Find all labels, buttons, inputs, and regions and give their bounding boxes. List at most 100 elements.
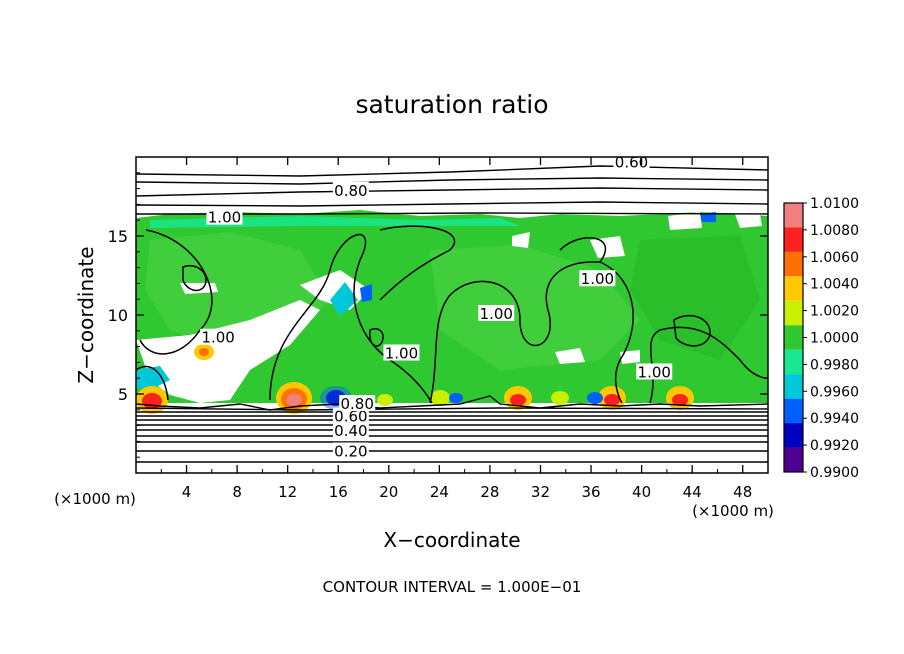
contour-label-bg: [332, 421, 369, 438]
y-axis-ticks: 5 10 15: [108, 172, 768, 458]
bubble-core: [672, 394, 688, 406]
colorbar-label: 1.0040: [810, 277, 859, 293]
contour-label: 0.20: [334, 442, 367, 460]
x-tick-label: 16: [329, 483, 348, 501]
contour-label: 1.00: [201, 329, 234, 347]
plot-area: 0.200.400.600.800.800.601.001.001.001.00…: [135, 153, 769, 473]
colorbar-label: 0.9960: [810, 384, 859, 400]
colorbar-label: 0.9980: [810, 357, 859, 373]
colorbar-swatch: [784, 423, 803, 448]
contour-label: 0.80: [340, 395, 373, 413]
colorbar-swatch: [784, 374, 803, 399]
x-tick-label: 4: [182, 483, 192, 501]
bubble-core: [199, 348, 209, 356]
cold-spot: [449, 393, 463, 403]
colorbar-swatch: [784, 203, 803, 228]
dry-pocket: [136, 300, 320, 403]
colorbar-label: 1.0100: [810, 196, 859, 212]
x-tick-label: 36: [581, 483, 600, 501]
y-tick-label: 10: [108, 306, 128, 325]
x-unit-left: (×1000 m): [54, 490, 136, 508]
x-tick-label: 40: [632, 483, 651, 501]
contour-label-bg: [332, 407, 369, 424]
colorbar-label: 1.0080: [810, 223, 859, 239]
contour-line: [135, 165, 769, 177]
colorbar-swatch: [784, 251, 803, 277]
contour-interval: CONTOUR INTERVAL = 1.000E−01: [323, 578, 582, 596]
contour-line: [369, 328, 384, 347]
dry-pocket: [555, 348, 585, 364]
bubble-core: [604, 394, 620, 406]
contour-line: [139, 229, 213, 355]
contour-line: [599, 261, 634, 404]
bubble-outer: [377, 394, 393, 406]
edge-band: [150, 216, 520, 228]
contour-label: 1.00: [208, 209, 241, 227]
edge-band: [360, 284, 372, 302]
contour-line: [379, 225, 456, 301]
x-tick-label: 32: [531, 483, 550, 501]
colorbar-swatch: [784, 276, 803, 301]
colorbar-swatch: [784, 227, 803, 252]
dry-pocket: [620, 350, 640, 364]
colorbar-label: 0.9920: [810, 438, 859, 454]
contour-line: [559, 237, 607, 263]
contour-label-bg: [579, 270, 616, 287]
chart-title: saturation ratio: [355, 90, 548, 119]
contour-line: [269, 233, 433, 404]
x-tick-label: 12: [278, 483, 297, 501]
contour-line: [429, 261, 601, 404]
contour-label-bg: [339, 395, 376, 412]
x-tick-label: 8: [232, 483, 242, 501]
colorbar-swatch: [784, 325, 803, 350]
x-tick-label: 44: [683, 483, 702, 501]
colorbar-label: 1.0060: [810, 250, 859, 266]
y-tick-label: 5: [118, 385, 128, 404]
y-axis-title: Z−coordinate: [74, 246, 98, 383]
contour-line: [182, 265, 207, 292]
dry-pocket: [668, 212, 702, 230]
contour-line: [135, 395, 769, 411]
dry-pocket: [512, 232, 530, 248]
contour-line: [135, 201, 769, 207]
colorbar-label: 0.9900: [810, 465, 859, 481]
contour-label: 1.00: [581, 270, 614, 288]
colorbar-label: 1.0000: [810, 331, 859, 347]
cloud-field: [136, 210, 768, 414]
x-axis-ticks: 4 8 12 16 20 24 28 32 36 40 44 48: [160, 157, 752, 501]
y-tick-label: 15: [108, 227, 128, 246]
colorbar-swatch: [784, 398, 803, 424]
colorbar-swatch: [784, 349, 803, 375]
contour-label: 0.40: [334, 422, 367, 440]
contour-label-bg: [332, 442, 369, 459]
colorbar-swatch: [784, 447, 803, 472]
edge-band: [136, 366, 170, 390]
contour-label: 0.60: [334, 408, 367, 426]
colorbar-swatch: [784, 300, 803, 326]
contour-label-bg: [206, 208, 243, 225]
dry-pocket: [735, 214, 762, 228]
colorbar-label: 1.0020: [810, 304, 859, 320]
contour-line: [135, 177, 769, 185]
contour-line: [649, 326, 769, 404]
edge-band: [330, 282, 358, 316]
contour-label: 0.60: [615, 153, 648, 171]
colorbar: 1.0100 1.0080 1.0060 1.0040 1.0020 1.0000 0.99…: [783, 196, 859, 481]
contour-label: 1.00: [480, 305, 513, 323]
bubble-outer: [430, 390, 450, 406]
cold-spot: [587, 392, 603, 404]
contour-label-bg: [636, 363, 673, 380]
x-tick-label: 20: [379, 483, 398, 501]
x-tick-label: 24: [430, 483, 449, 501]
x-unit-right: (×1000 m): [692, 502, 774, 520]
contour-label: 1.00: [385, 345, 418, 363]
colorbar-label: 0.9940: [810, 411, 859, 427]
contour-label-bg: [200, 328, 237, 345]
contour-label: 0.80: [334, 182, 367, 200]
contour-line: [135, 407, 769, 411]
contour-labels: 0.200.400.600.800.800.601.001.001.001.00…: [200, 153, 673, 460]
dry-pocket: [590, 236, 625, 258]
dry-pocket: [180, 283, 218, 294]
x-tick-label: 48: [733, 483, 752, 501]
contour-label-bg: [383, 344, 420, 361]
